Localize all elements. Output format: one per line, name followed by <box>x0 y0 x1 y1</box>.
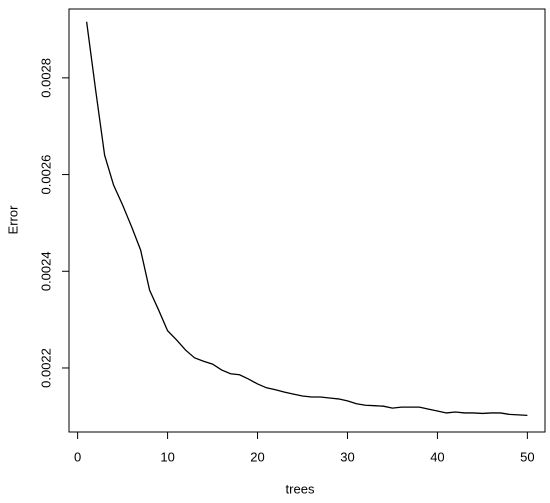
y-tick-label: 0.0022 <box>38 348 53 388</box>
y-tick-label: 0.0024 <box>38 251 53 291</box>
x-axis-label: trees <box>286 481 315 496</box>
plot-frame <box>68 8 546 433</box>
y-axis-label: Error <box>5 205 20 235</box>
y-tick-label: 0.0028 <box>38 58 53 98</box>
y-tick-label: 0.0026 <box>38 155 53 195</box>
x-tick-label: 20 <box>250 449 264 464</box>
x-tick-label: 10 <box>160 449 174 464</box>
x-tick-label: 0 <box>74 449 81 464</box>
error-line <box>85 21 528 417</box>
x-tick-label: 30 <box>340 449 354 464</box>
x-tick-label: 50 <box>520 449 534 464</box>
x-tick-label: 40 <box>430 449 444 464</box>
